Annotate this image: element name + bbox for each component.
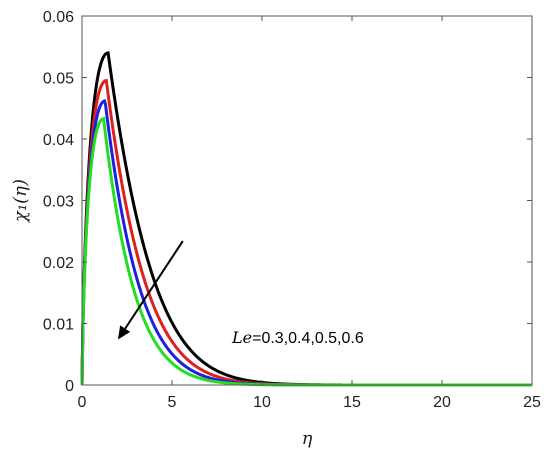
y-tick-label: 0.01 xyxy=(43,317,74,334)
x-tick-label: 0 xyxy=(78,394,87,411)
y-tick-label: 0.06 xyxy=(43,9,74,26)
annotation-arrow-head xyxy=(118,325,131,340)
annotation-values: =0.3,0.4,0.5,0.6 xyxy=(252,330,364,347)
y-axis: 0 0.01 0.02 0.03 0.04 0.05 0.06 xyxy=(43,9,532,395)
y-tick-label: 0.04 xyxy=(43,132,74,149)
y-tick-label: 0.02 xyxy=(43,255,74,272)
x-tick-label: 10 xyxy=(253,394,271,411)
y-axis-label: χ₁(η) xyxy=(10,179,31,224)
annotation-text: Le=0.3,0.4,0.5,0.6 xyxy=(231,328,364,347)
y-tick-label: 0 xyxy=(65,378,74,395)
x-axis: 0 5 10 15 20 25 xyxy=(78,16,541,411)
x-tick-label: 5 xyxy=(168,394,177,411)
x-axis-label: η xyxy=(302,428,313,449)
annotation-arrow xyxy=(124,240,184,330)
y-tick-label: 0.03 xyxy=(43,194,74,211)
annotation: Le=0.3,0.4,0.5,0.6 xyxy=(118,240,364,347)
annotation-symbol: Le xyxy=(231,328,252,347)
y-tick-label: 0.05 xyxy=(43,71,74,88)
x-tick-label: 15 xyxy=(343,394,361,411)
x-tick-label: 20 xyxy=(433,394,451,411)
x-tick-label: 25 xyxy=(523,394,541,411)
